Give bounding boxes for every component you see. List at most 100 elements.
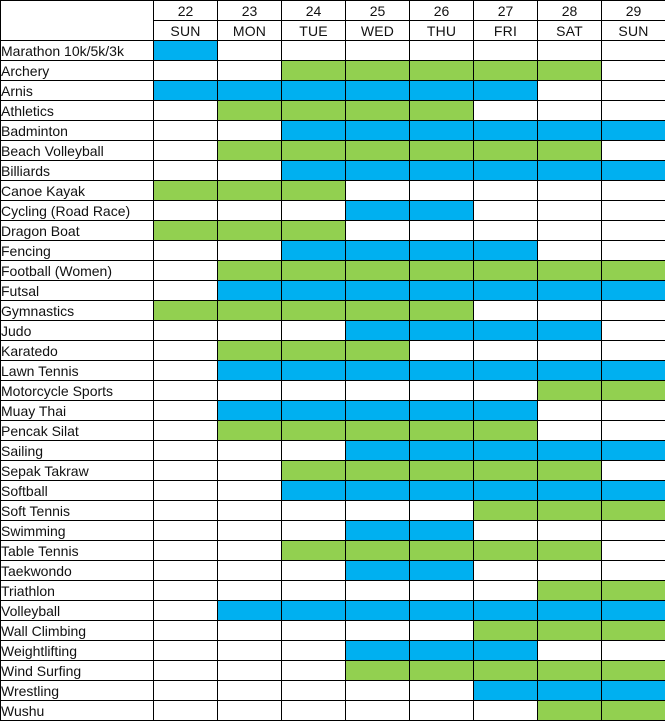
sport-label: Lawn Tennis [0, 360, 154, 381]
schedule-cell [537, 560, 602, 581]
day-header: SAT [537, 20, 602, 41]
sport-label: Marathon 10k/5k/3k [0, 40, 154, 61]
schedule-cell [217, 320, 282, 341]
schedule-cell [601, 560, 665, 581]
sport-label: Futsal [0, 280, 154, 301]
schedule-cell [153, 400, 218, 421]
schedule-cell [345, 540, 410, 561]
schedule-cell [281, 120, 346, 141]
schedule-cell [537, 400, 602, 421]
sport-label: Karatedo [0, 340, 154, 361]
schedule-cell [601, 540, 665, 561]
schedule-cell [281, 360, 346, 381]
schedule-cell [409, 200, 474, 221]
schedule-cell [153, 260, 218, 281]
table-row: Wall Climbing [0, 620, 665, 641]
schedule-cell [473, 80, 538, 101]
schedule-cell [409, 500, 474, 521]
sport-label: Fencing [0, 240, 154, 261]
schedule-cell [281, 380, 346, 401]
schedule-cell [281, 220, 346, 241]
schedule-cell [153, 300, 218, 321]
schedule-cell [409, 400, 474, 421]
schedule-cell [345, 680, 410, 701]
schedule-cell [537, 280, 602, 301]
schedule-cell [601, 460, 665, 481]
schedule-cell [409, 300, 474, 321]
schedule-cell [601, 160, 665, 181]
schedule-cell [345, 460, 410, 481]
schedule-cell [345, 40, 410, 61]
schedule-cell [153, 640, 218, 661]
schedule-cell [281, 600, 346, 621]
schedule-cell [217, 680, 282, 701]
schedule-cell [601, 500, 665, 521]
schedule-cell [281, 320, 346, 341]
schedule-cell [153, 480, 218, 501]
table-row: Sepak Takraw [0, 460, 665, 481]
schedule-cell [153, 280, 218, 301]
schedule-cell [153, 360, 218, 381]
sport-label: Wushu [0, 700, 154, 721]
schedule-cell [345, 580, 410, 601]
schedule-cell [537, 380, 602, 401]
schedule-cell [409, 580, 474, 601]
schedule-cell [473, 40, 538, 61]
schedule-cell [153, 380, 218, 401]
schedule-cell [537, 420, 602, 441]
schedule-cell [153, 460, 218, 481]
table-row: Motorcycle Sports [0, 380, 665, 401]
schedule-cell [217, 40, 282, 61]
schedule-cell [473, 680, 538, 701]
schedule-cell [345, 600, 410, 621]
schedule-cell [409, 140, 474, 161]
sport-label: Triathlon [0, 580, 154, 601]
sport-label: Wall Climbing [0, 620, 154, 641]
schedule-cell [601, 420, 665, 441]
schedule-cell [537, 360, 602, 381]
schedule-cell [345, 200, 410, 221]
schedule-cell [217, 60, 282, 81]
schedule-cell [473, 60, 538, 81]
table-row: Swimming [0, 520, 665, 541]
schedule-cell [473, 320, 538, 341]
schedule-cell [473, 460, 538, 481]
schedule-cell [345, 700, 410, 721]
schedule-cell [473, 160, 538, 181]
schedule-cell [409, 40, 474, 61]
schedule-cell [537, 240, 602, 261]
schedule-cell [537, 260, 602, 281]
schedule-cell [153, 200, 218, 221]
schedule-cell [345, 360, 410, 381]
table-row: Fencing [0, 240, 665, 261]
sport-label: Softball [0, 480, 154, 501]
table-row: Soft Tennis [0, 500, 665, 521]
schedule-cell [345, 300, 410, 321]
schedule-cell [281, 640, 346, 661]
schedule-cell [537, 520, 602, 541]
schedule-cell [345, 560, 410, 581]
schedule-cell [473, 580, 538, 601]
schedule-cell [345, 220, 410, 241]
schedule-cell [153, 440, 218, 461]
schedule-cell [473, 180, 538, 201]
sport-label: Swimming [0, 520, 154, 541]
schedule-cell [601, 200, 665, 221]
schedule-cell [409, 280, 474, 301]
table-row: Volleyball [0, 600, 665, 621]
schedule-cell [345, 400, 410, 421]
schedule-cell [537, 200, 602, 221]
schedule-cell [153, 700, 218, 721]
schedule-cell [409, 660, 474, 681]
schedule-cell [281, 440, 346, 461]
day-header: WED [345, 20, 410, 41]
schedule-cell [345, 280, 410, 301]
schedule-cell [473, 500, 538, 521]
schedule-cell [537, 700, 602, 721]
schedule-cell [601, 340, 665, 361]
schedule-cell [281, 420, 346, 441]
sport-label: Athletics [0, 100, 154, 121]
schedule-cell [345, 180, 410, 201]
schedule-cell [217, 560, 282, 581]
